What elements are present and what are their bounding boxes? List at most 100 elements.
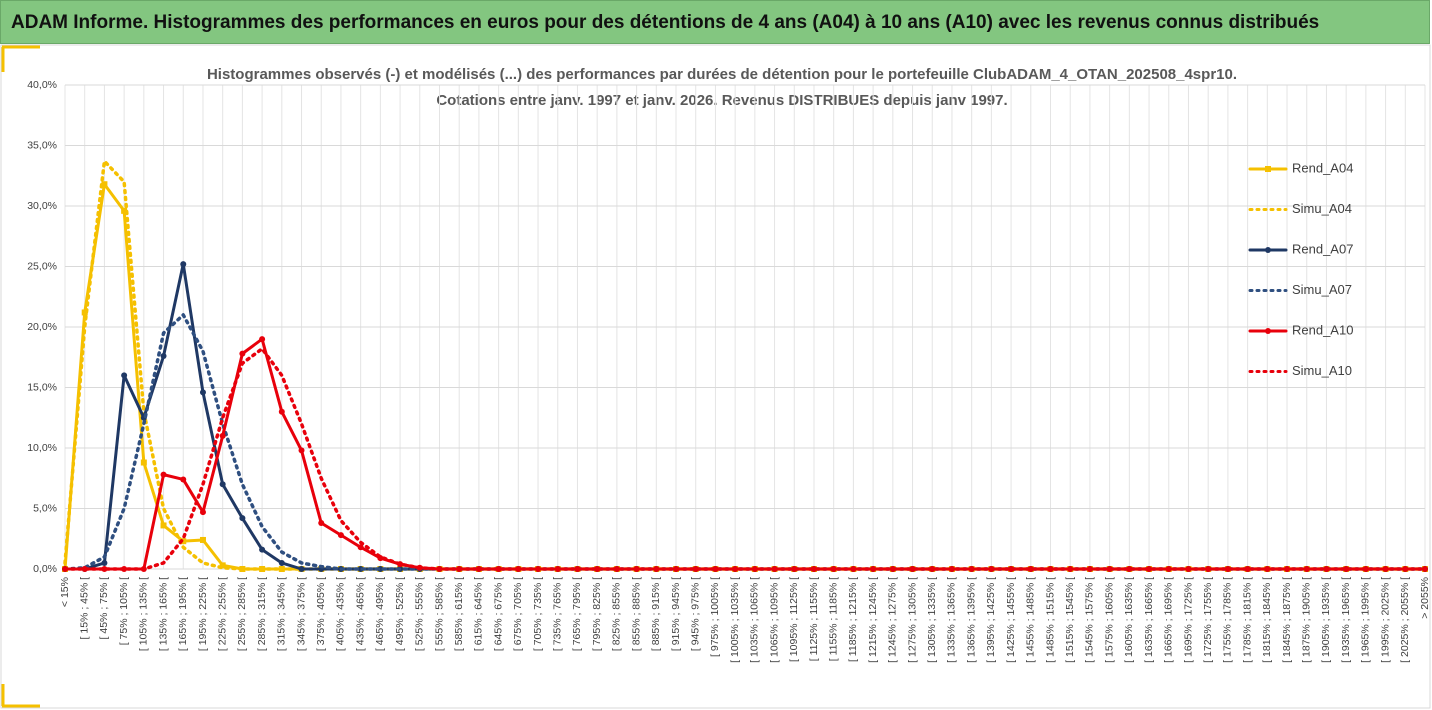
x-tick-label: [ 615% ; 645% [ [473,577,485,651]
legend-marker [1265,166,1271,172]
point-marker [199,389,206,396]
x-tick-label: [ 1185% ; 1215% [ [847,577,859,662]
x-tick-label: [ 255% ; 285% [ [236,577,248,651]
x-tick-label: [ 1815% ; 1845% [ [1261,577,1273,663]
x-tick-label: [ 1905% ; 1935% [ [1320,577,1332,663]
y-tick-label: 35,0% [27,139,57,151]
x-tick-label: [ 195% ; 225% [ [197,577,209,651]
x-tick-label: [ 1755% ; 1785% [ [1222,577,1234,663]
point-marker [259,546,266,553]
header: ADAM Informe. Histogrammes des performan… [0,0,1430,44]
x-tick-label: [ 75% ; 105% [ [118,577,130,645]
x-tick-label: [ 135% ; 165% [ [157,577,169,651]
point-marker [199,536,206,543]
chart: Histogrammes observés (-) et modélisés (… [0,44,1431,709]
y-tick-label: 20,0% [27,321,57,333]
x-tick-label: [ 315% ; 345% [ [276,577,288,651]
x-tick-label: [ 165% ; 195% [ [177,577,189,651]
x-tick-label: [ 1365% ; 1395% [ [965,577,977,663]
x-tick-label: [ 1035% ; 1065% [ [749,577,761,663]
x-tick-label: [ 405% ; 435% [ [335,577,347,651]
point-marker [298,447,305,454]
x-tick-label: [ 465% ; 495% [ [374,577,386,651]
point-marker [239,515,246,522]
point-marker [810,566,817,572]
legend-label: Simu_A04 [1292,201,1352,216]
point-marker [219,432,226,439]
x-tick-label: [ 285% ; 315% [ [256,577,268,651]
x-tick-label: [ 345% ; 375% [ [295,577,307,651]
x-tick-label: [ 435% ; 465% [ [354,577,366,651]
x-tick-label: [ 1485% ; 1515% [ [1044,577,1056,663]
x-tick-label: [ 1455% ; 1485% [ [1025,577,1037,663]
x-tick-label: [ 735% ; 765% [ [552,577,564,651]
x-tick-label: [ 1875% ; 1905% [ [1301,577,1313,663]
x-tick-label: [ 1215% ; 1245% [ [867,577,879,663]
y-tick-label: 25,0% [27,260,57,272]
x-tick-label: [ 795% ; 825% [ [591,577,603,651]
x-tick-label: [ 825% ; 855% [ [611,577,623,651]
x-tick-label: [ 975% ; 1005% [ [709,577,721,657]
point-marker [219,481,226,488]
x-tick-label: [ 1125% ; 1155% [ [808,577,820,661]
point-marker [140,459,147,466]
point-marker [219,562,226,569]
x-tick-label: [ 585% ; 615% [ [453,577,465,651]
x-tick-label: [ 855% ; 885% [ [630,577,642,651]
x-tick-label: [ 1095% ; 1125% [ [788,577,800,662]
x-tick-label: [ 1965% ; 1995% [ [1360,577,1372,663]
point-marker [239,350,246,357]
x-tick-label: [ 1305% ; 1335% [ [926,577,938,663]
point-marker [81,309,88,316]
x-tick-label: [ 1845% ; 1875% [ [1281,577,1293,663]
x-tick-label: < 15% [59,577,71,607]
legend-label: Rend_A07 [1292,241,1353,256]
point-marker [101,559,108,566]
point-marker [337,532,344,539]
point-marker [278,408,285,415]
point-marker [160,522,167,529]
x-tick-label: [ 495% ; 525% [ [394,577,406,651]
point-marker [101,566,108,572]
x-tick-label: [ 1005% ; 1035% [ [729,577,741,663]
x-tick-label: [ 1785% ; 1815% [ [1241,577,1253,663]
x-tick-label: [ 1935% ; 1965% [ [1340,577,1352,663]
x-tick-label: [ 1575% ; 1605% [ [1103,577,1115,663]
legend-marker [1265,247,1271,253]
chart-subtitle: Cotations entre janv. 1997 et janv. 2026… [436,92,1007,109]
x-tick-label: [ 15% ; 45% [ [78,577,90,640]
x-tick-label: [ 1665% ; 1695% [ [1163,577,1175,663]
x-tick-label: [ 1605% ; 1635% [ [1123,577,1135,663]
x-tick-label: [ 915% ; 945% [ [670,577,682,651]
legend-marker [1265,328,1271,334]
x-tick-label: [ 1245% ; 1275% [ [887,577,899,663]
point-marker [259,336,266,343]
x-tick-label: [ 375% ; 405% [ [315,577,327,651]
x-tick-label: > 2055% [1419,577,1431,619]
point-marker [101,181,108,188]
point-marker [199,509,206,516]
x-tick-label: [ 1635% ; 1665% [ [1143,577,1155,663]
point-marker [180,476,187,483]
x-tick-label: [ 1725% ; 1755% [ [1202,577,1214,663]
x-tick-label: [ 705% ; 735% [ [532,577,544,651]
x-tick-label: [ 885% ; 915% [ [650,577,662,651]
point-marker [121,372,128,379]
x-tick-label: [ 1515% ; 1545% [ [1064,577,1076,663]
y-tick-label: 15,0% [27,381,57,393]
x-tick-label: [ 555% ; 585% [ [433,577,445,651]
y-tick-label: 5,0% [33,502,57,514]
x-tick-label: [ 1065% ; 1095% [ [768,577,780,663]
chart-title: Histogrammes observés (-) et modélisés (… [207,66,1237,83]
x-tick-label: [ 1275% ; 1305% [ [906,577,918,663]
x-tick-label: [ 765% ; 795% [ [571,577,583,651]
point-marker [121,207,128,214]
legend-label: Rend_A10 [1292,322,1353,337]
x-tick-label: [ 1545% ; 1575% [ [1084,577,1096,663]
point-marker [180,261,187,268]
legend-label: Simu_A10 [1292,363,1352,378]
point-marker [357,544,364,551]
x-tick-label: [ 1155% ; 1185% [ [827,577,839,661]
legend-label: Rend_A04 [1292,160,1353,175]
